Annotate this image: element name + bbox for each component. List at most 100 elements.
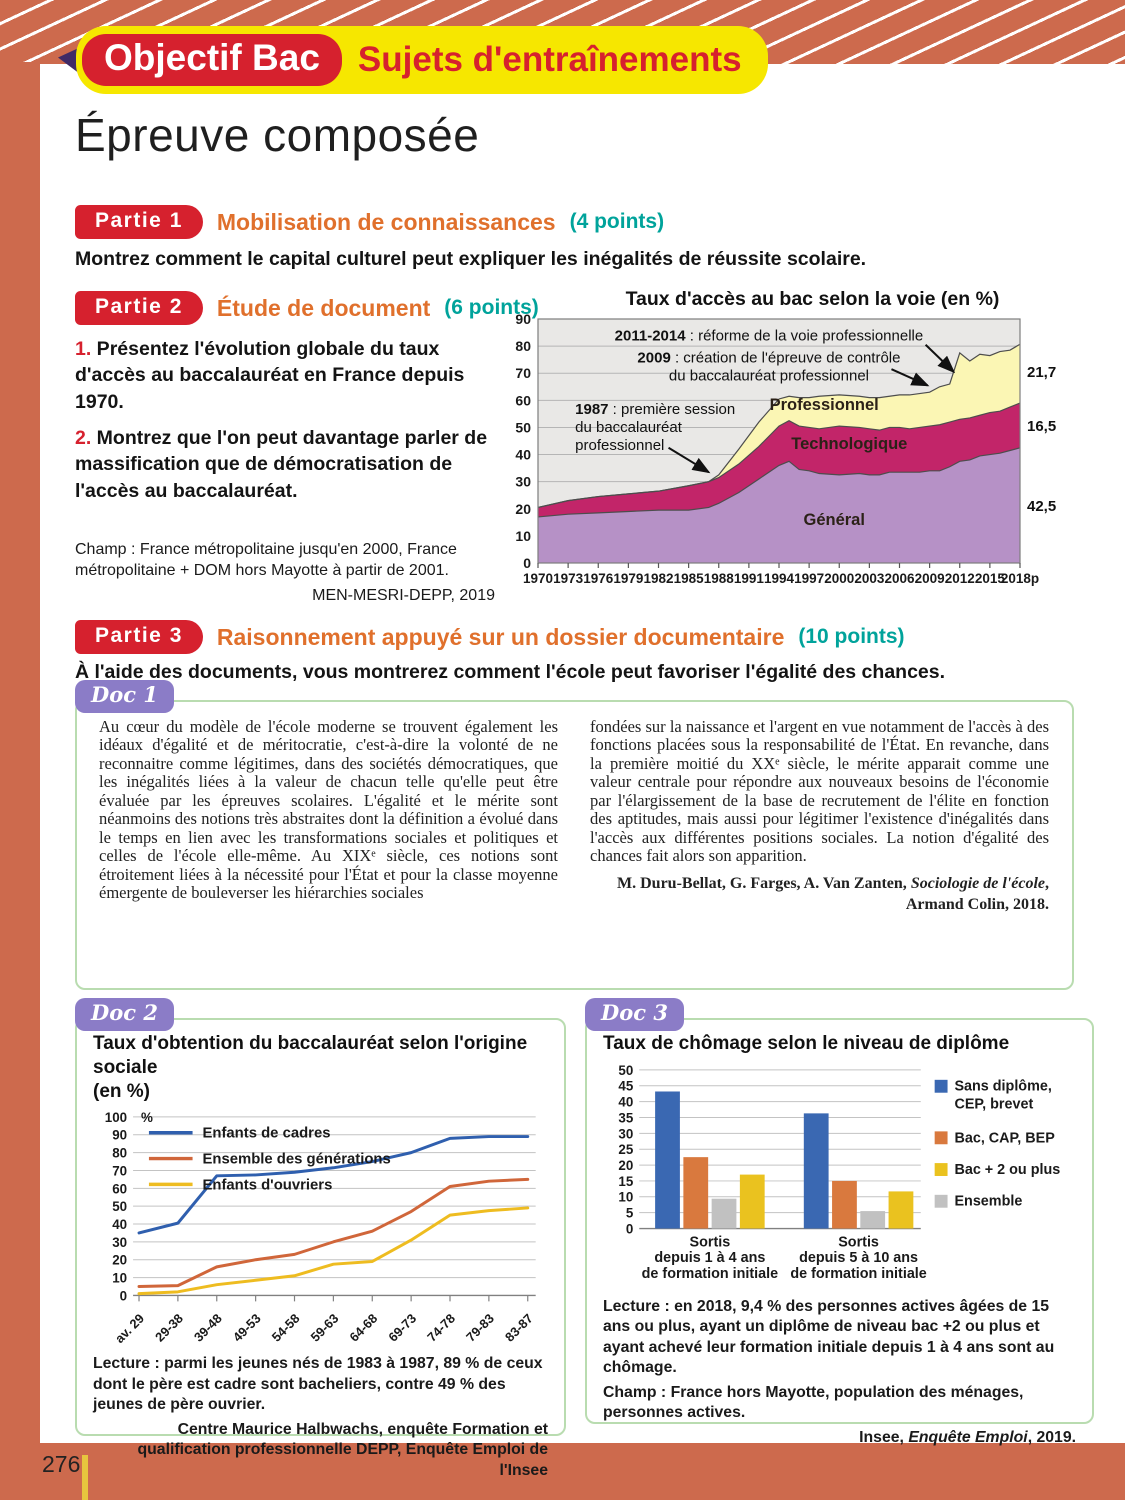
svg-text:50: 50 [515,420,531,436]
doc3-lecture: Lecture : en 2018, 9,4 % des personnes a… [603,1297,1055,1377]
svg-text:%: % [141,1110,153,1125]
svg-text:Général: Général [804,511,865,529]
acces-bac-chart-title: Taux d'accès au bac selon la voie (en %) [625,288,1000,310]
svg-text:1988: 1988 [704,571,735,586]
svg-text:39-48: 39-48 [191,1311,225,1345]
svg-text:50: 50 [618,1063,633,1078]
page-number: 276 [42,1451,81,1477]
partie2-source: MEN-MESRI-DEPP, 2019 [312,587,495,604]
svg-text:Enfants de cadres: Enfants de cadres [202,1126,330,1142]
svg-text:1991: 1991 [734,571,765,586]
svg-text:2009: 2009 [915,571,945,586]
svg-text:Sortis: Sortis [838,1234,879,1250]
svg-text:2009 : création de l'épreuve d: 2009 : création de l'épreuve de contrôle [637,350,900,367]
partie3-row: Partie 3 Raisonnement appuyé sur un doss… [75,620,905,654]
svg-text:2018p: 2018p [1001,571,1039,586]
svg-text:15: 15 [618,1174,633,1189]
svg-text:1985: 1985 [674,571,705,586]
doc1-column-2: fondées sur la naissance et l'argent en … [590,717,1049,915]
svg-text:2006: 2006 [884,571,915,586]
svg-text:de formation initiale: de formation initiale [790,1266,926,1282]
doc2-badge: Doc 2 [75,998,174,1031]
svg-text:1979: 1979 [613,571,643,586]
svg-text:1987 : première session: 1987 : première session [575,401,735,418]
svg-text:2003: 2003 [854,571,885,586]
partie2-questions: 1. Présentez l'évolution globale du taux… [75,336,509,514]
question-2: 2. Montrez que l'on peut davantage parle… [75,426,488,502]
doc3-box: Taux de chômage selon le niveau de diplô… [585,1018,1094,1446]
svg-text:Ensemble: Ensemble [954,1193,1022,1209]
partie2-champ: Champ : France métropolitaine jusqu'en 2… [75,541,457,579]
svg-text:40: 40 [618,1094,633,1109]
svg-text:60: 60 [515,393,531,409]
page-title: Épreuve composée [75,109,480,161]
partie2-heading: Étude de document [216,294,431,321]
svg-text:70: 70 [515,366,531,382]
svg-text:20: 20 [112,1253,127,1268]
svg-text:80: 80 [112,1146,127,1161]
question-1: 1. Présentez l'évolution globale du taux… [75,338,465,413]
partie1-row: Partie 1 Mobilisation de connaissances (… [75,205,664,239]
svg-text:40: 40 [515,447,531,463]
svg-text:30: 30 [112,1235,127,1250]
doc2-chart-title: Taux d'obtention du baccalauréat selon l… [93,1033,528,1102]
svg-text:2000: 2000 [824,571,854,586]
svg-text:Bac + 2 ou plus: Bac + 2 ou plus [954,1162,1060,1178]
svg-text:83-87: 83-87 [502,1311,536,1345]
svg-text:Professionnel: Professionnel [770,396,879,414]
svg-text:21,7: 21,7 [1027,364,1056,381]
svg-text:du baccalauréat professionnel: du baccalauréat professionnel [669,368,869,385]
svg-text:2015: 2015 [975,571,1006,586]
partie1-statement: Montrez comment le capital culturel peut… [75,248,867,270]
svg-text:25: 25 [618,1142,633,1157]
svg-text:42,5: 42,5 [1027,498,1056,515]
svg-text:59-63: 59-63 [308,1311,342,1345]
doc2-box: Taux d'obtention du baccalauréat selon l… [75,1018,566,1479]
partie1-badge: Partie 1 [75,205,203,239]
partie3-statement: À l'aide des documents, vous montrerez c… [75,661,946,683]
svg-text:10: 10 [515,528,531,544]
svg-text:0: 0 [120,1289,127,1304]
svg-text:90: 90 [515,313,531,327]
svg-text:20: 20 [515,501,531,517]
svg-text:av. 29: av. 29 [112,1311,147,1345]
svg-text:80: 80 [515,339,531,355]
svg-text:1997: 1997 [794,571,824,586]
partie2-badge: Partie 2 [75,291,203,325]
svg-text:Sortis: Sortis [690,1234,731,1250]
partie2-points: (6 points) [444,296,539,319]
svg-text:Technologique: Technologique [791,436,907,454]
doc3-chart-title: Taux de chômage selon le niveau de diplô… [603,1033,1010,1054]
doc3-champ: Champ : France hors Mayotte, population … [603,1383,1024,1422]
footer-accent-line [82,1455,88,1500]
svg-text:1976: 1976 [583,571,614,586]
svg-text:1982: 1982 [643,571,673,586]
svg-text:5: 5 [626,1205,634,1220]
svg-text:Bac, CAP, BEP: Bac, CAP, BEP [954,1130,1055,1146]
svg-text:30: 30 [618,1126,633,1141]
svg-text:79-83: 79-83 [463,1311,497,1345]
doc1-badge: Doc 1 [75,680,174,713]
acces-bac-chart-block: Taux d'accès au bac selon la voie (en %)… [500,288,1125,606]
svg-text:10: 10 [618,1190,633,1205]
doc1-column-1: Au cœur du modèle de l'école moderne se … [99,717,558,903]
svg-text:90: 90 [112,1128,127,1143]
svg-text:49-53: 49-53 [230,1311,264,1345]
header-banner: Objectif Bac Sujets d'entraînements [76,26,768,94]
svg-text:1973: 1973 [553,571,584,586]
svg-text:depuis 1 à 4 ans: depuis 1 à 4 ans [654,1250,765,1266]
partie1-heading: Mobilisation de connaissances [216,208,556,235]
svg-text:1970: 1970 [523,571,553,586]
svg-text:0: 0 [523,555,531,571]
svg-text:CEP, brevet: CEP, brevet [954,1096,1033,1112]
svg-text:0: 0 [626,1221,633,1236]
svg-text:de formation initiale: de formation initiale [642,1266,778,1282]
partie2-row: Partie 2 Étude de document (6 points) [75,291,539,325]
doc2-lecture: Lecture : parmi les jeunes nés de 1983 à… [93,1355,543,1414]
svg-text:du baccalauréat: du baccalauréat [575,419,683,436]
svg-text:20: 20 [618,1158,633,1173]
bottom-band: 276 [0,1443,1125,1500]
doc1-text: Au cœur du modèle de l'école moderne se … [77,702,1072,923]
